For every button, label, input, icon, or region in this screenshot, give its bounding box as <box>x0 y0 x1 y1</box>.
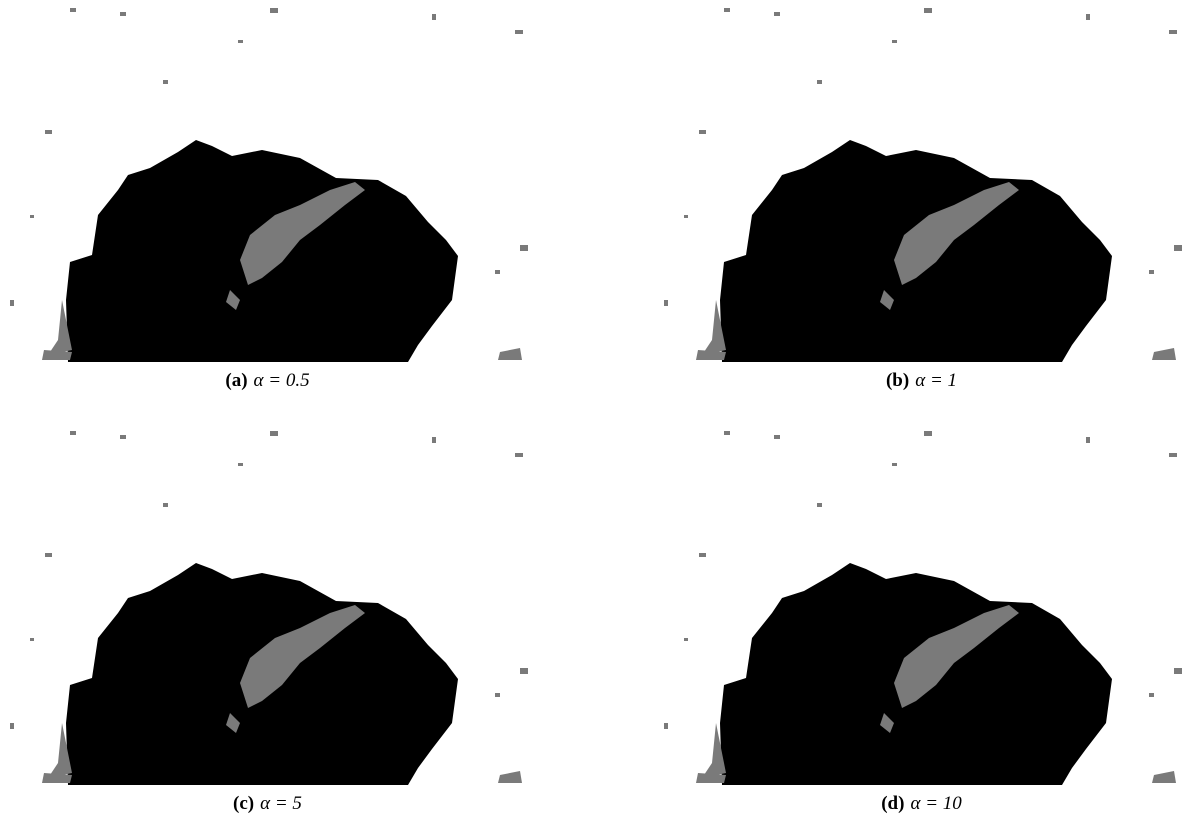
panel-caption: α = 10 <box>910 793 961 814</box>
panel: (b) α = 1 <box>654 0 1189 392</box>
panel-caption: α = 1 <box>915 370 957 391</box>
segmentation-image <box>654 0 1189 362</box>
segmentation-image <box>654 423 1189 785</box>
panel-label: (d) <box>881 793 904 814</box>
caption: (c) α = 5 <box>0 793 535 815</box>
caption: (b) α = 1 <box>654 370 1189 392</box>
panel-label: (b) <box>886 370 909 391</box>
panel-label: (c) <box>233 793 254 814</box>
panel: (c) α = 5 <box>0 423 535 815</box>
caption: (d) α = 10 <box>654 793 1189 815</box>
segmentation-image <box>0 0 535 362</box>
panel: (d) α = 10 <box>654 423 1189 815</box>
panel-label: (a) <box>225 370 247 391</box>
panel: (a) α = 0.5 <box>0 0 535 392</box>
panel-caption: α = 5 <box>260 793 302 814</box>
panel-caption: α = 0.5 <box>254 370 310 391</box>
page: (a) α = 0.5 (b) α = 1 (c) α = 5 (d) α = 10 (… <box>0 0 1189 822</box>
caption: (a) α = 0.5 <box>0 370 535 392</box>
segmentation-image <box>0 423 535 785</box>
